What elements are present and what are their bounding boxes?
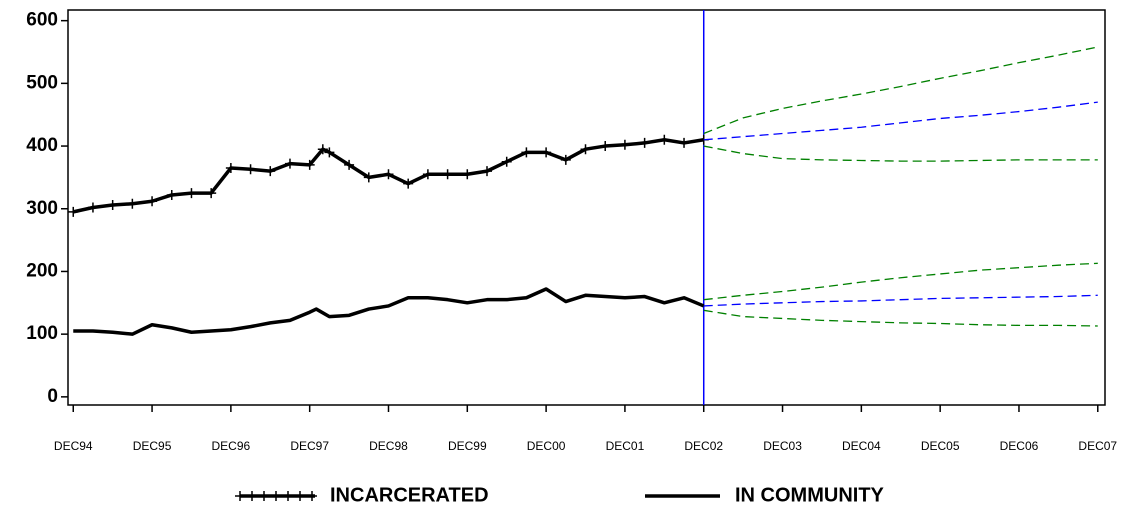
series-line [72,138,705,214]
point-marker [462,169,473,180]
forecast-line [703,262,1098,301]
legend-marker [271,491,281,501]
legend-marker [247,491,257,501]
y-tick-label: 0 [47,386,58,407]
y-tick-label: 400 [26,135,58,156]
point-marker [344,159,355,170]
point-marker [619,139,630,150]
point-marker [541,147,552,158]
point-marker [442,169,453,180]
y-tick-label: 200 [26,260,58,281]
forecast-line [703,46,1098,135]
point-marker [206,188,217,199]
forecast-line [703,145,1098,162]
point-marker [87,202,98,213]
point-marker [68,206,79,217]
legend-marker [295,491,305,501]
legend-marker [283,491,293,501]
point-marker [521,147,532,158]
point-marker [225,163,236,173]
x-tick-label: DEC02 [684,439,723,453]
y-tick-label: 100 [26,323,58,344]
point-marker [304,159,315,170]
point-marker [383,169,394,180]
x-tick-label: DEC95 [133,439,172,453]
point-marker [166,189,177,200]
plot-frame [67,9,1106,406]
point-marker [403,178,414,189]
x-tick-label: DEC05 [921,439,960,453]
x-tick-label: DEC99 [448,439,487,453]
point-marker [580,144,591,155]
point-marker [107,199,118,210]
forecast-line [703,294,1098,307]
point-marker [422,169,433,180]
x-tick-label: DEC07 [1078,439,1117,453]
y-tick-label: 500 [26,72,58,93]
point-marker [639,137,650,148]
point-marker [363,172,374,183]
y-tick-label: 600 [26,10,58,31]
point-marker [127,198,138,209]
forecast-line [703,101,1098,141]
point-marker [560,154,571,165]
y-tick-label: 300 [26,198,58,219]
legend-marker [259,491,269,501]
point-marker [600,141,611,152]
x-tick-label: DEC96 [212,439,251,453]
x-tick-label: DEC03 [763,439,802,453]
point-marker [482,166,493,177]
legend-marker [307,491,317,501]
x-tick-label: DEC97 [290,439,329,453]
point-marker [265,166,276,177]
legend-marker [235,491,245,501]
x-tick-label: DEC04 [842,439,881,453]
point-marker [659,134,670,145]
point-marker [284,158,295,169]
point-marker [147,196,158,207]
legend-label: INCARCERATED [330,484,489,506]
point-marker [186,188,197,199]
forecast-line [703,309,1098,327]
x-tick-label: DEC98 [369,439,408,453]
x-tick-label: DEC01 [606,439,645,453]
point-marker [245,164,256,175]
point-marker [324,147,335,158]
point-marker [501,156,512,167]
x-tick-label: DEC94 [54,439,93,453]
series-line [73,287,705,336]
point-marker [317,144,328,155]
x-tick-label: DEC00 [527,439,566,453]
x-tick-label: DEC06 [1000,439,1039,453]
point-marker [679,137,690,148]
legend-label: IN COMMUNITY [735,484,885,506]
